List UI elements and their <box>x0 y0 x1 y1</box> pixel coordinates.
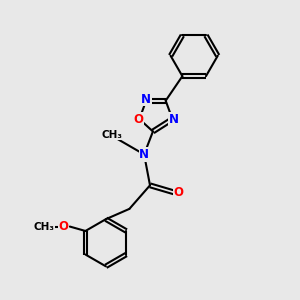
Text: O: O <box>174 186 184 199</box>
Text: N: N <box>139 148 149 161</box>
Text: O: O <box>58 220 68 233</box>
Text: N: N <box>141 93 151 106</box>
Text: CH₃: CH₃ <box>101 130 122 140</box>
Text: O: O <box>133 112 143 126</box>
Text: N: N <box>169 112 179 126</box>
Text: CH₃: CH₃ <box>33 222 54 232</box>
